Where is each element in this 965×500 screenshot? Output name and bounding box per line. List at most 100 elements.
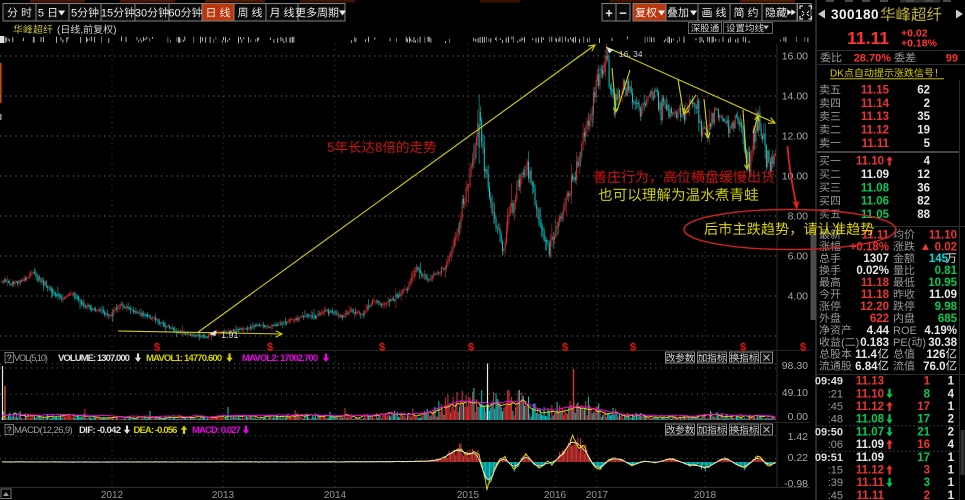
svg-text:-0.98: -0.98 (784, 478, 808, 490)
svg-text:VOL(5,10): VOL(5,10) (14, 353, 48, 363)
svg-text:6.84: 6.84 (855, 361, 878, 373)
svg-text::45: :45 (828, 490, 843, 500)
svg-text:1: 1 (948, 477, 955, 489)
svg-text:17: 17 (917, 414, 930, 426)
svg-text:ROE: ROE (893, 325, 917, 337)
svg-text:1: 1 (924, 376, 931, 388)
svg-text:2: 2 (948, 426, 954, 438)
svg-text::06: :06 (828, 439, 843, 451)
svg-text:11.4: 11.4 (855, 349, 877, 361)
svg-text:60: 60 (168, 8, 180, 20)
svg-text:): ) (856, 337, 860, 349)
svg-text:16.00: 16.00 (782, 51, 808, 63)
svg-text:$: $ (630, 342, 636, 354)
svg-text:4: 4 (948, 388, 955, 400)
svg-text:1: 1 (948, 452, 955, 464)
svg-text:+0.18%: +0.18% (901, 38, 938, 50)
svg-text::21: :21 (828, 388, 843, 400)
svg-text::48: :48 (828, 414, 843, 426)
svg-text:4.00: 4.00 (788, 291, 809, 303)
svg-text:17: 17 (917, 401, 930, 413)
svg-text:4: 4 (924, 156, 931, 168)
svg-text:11.13: 11.13 (861, 111, 889, 123)
svg-text:10.00: 10.00 (782, 171, 808, 183)
svg-text:11.09: 11.09 (929, 289, 957, 301)
svg-text:8: 8 (924, 388, 931, 400)
svg-text:15: 15 (101, 8, 113, 20)
svg-text:): ) (113, 25, 116, 36)
svg-text:35: 35 (917, 111, 930, 123)
svg-text:$: $ (154, 342, 160, 354)
svg-text::45: :45 (828, 401, 843, 413)
svg-text:5: 5 (38, 8, 44, 20)
svg-text:VOLUME: 1307.000: VOLUME: 1307.000 (58, 353, 130, 364)
svg-text:12.20: 12.20 (860, 301, 889, 313)
svg-text:(: ( (57, 25, 61, 36)
svg-text:11.09: 11.09 (861, 169, 889, 181)
svg-text:19: 19 (917, 125, 930, 137)
svg-text:1: 1 (948, 401, 955, 413)
svg-text:8: 8 (375, 140, 383, 155)
svg-text:82: 82 (917, 196, 930, 208)
svg-text:99: 99 (946, 53, 958, 65)
svg-text:+: + (605, 6, 613, 21)
svg-text:1: 1 (948, 465, 955, 477)
svg-text:16: 16 (917, 439, 930, 451)
svg-text:$: $ (740, 342, 746, 354)
svg-text:6.00: 6.00 (788, 251, 809, 263)
svg-text:1307: 1307 (863, 253, 889, 265)
svg-text:11.10: 11.10 (929, 229, 957, 241)
svg-text:2: 2 (948, 414, 954, 426)
svg-text:PE(: PE( (893, 337, 912, 349)
svg-text:11.11: 11.11 (856, 490, 884, 500)
svg-text:11.08: 11.08 (861, 182, 890, 194)
svg-text:28.70%: 28.70% (854, 53, 892, 65)
svg-text:49.10: 49.10 (782, 387, 808, 399)
svg-text::39: :39 (828, 477, 843, 489)
svg-text:2016: 2016 (544, 490, 567, 500)
svg-text:9.98: 9.98 (935, 301, 958, 313)
svg-text:5: 5 (71, 8, 77, 20)
svg-text:10.95: 10.95 (928, 277, 957, 289)
svg-text:36: 36 (917, 182, 930, 194)
svg-text:11.11: 11.11 (856, 477, 884, 489)
svg-text:DK: DK (830, 69, 844, 80)
svg-text:17: 17 (917, 452, 930, 464)
svg-text:11.05: 11.05 (861, 209, 890, 221)
svg-text:622: 622 (870, 313, 889, 325)
svg-text:300180: 300180 (831, 7, 879, 22)
svg-text:11.12: 11.12 (856, 465, 884, 477)
svg-text:11.10: 11.10 (856, 156, 884, 168)
svg-text:MAVOL2: 17002.700: MAVOL2: 17002.700 (242, 353, 318, 364)
svg-text:30: 30 (135, 8, 147, 20)
svg-text:MAVOL1: 14770.600: MAVOL1: 14770.600 (146, 353, 222, 364)
svg-text:1: 1 (948, 490, 955, 500)
svg-text:11.15: 11.15 (861, 85, 890, 97)
svg-text:11.07: 11.07 (856, 426, 884, 438)
svg-text:30.38: 30.38 (928, 337, 957, 349)
svg-text:4: 4 (948, 439, 955, 451)
svg-text:09:51: 09:51 (815, 452, 843, 464)
svg-text:1.42: 1.42 (788, 431, 809, 443)
svg-text:4.44: 4.44 (867, 325, 890, 337)
svg-text:11.09: 11.09 (856, 439, 884, 451)
svg-text:685: 685 (938, 313, 958, 325)
svg-text:,: , (80, 25, 83, 36)
svg-text:+0.02: +0.02 (901, 28, 928, 40)
svg-text:11.11: 11.11 (847, 28, 889, 48)
svg-text:126: 126 (926, 349, 945, 361)
svg-text:$: $ (267, 342, 273, 354)
svg-text:21: 21 (917, 426, 930, 438)
svg-text:11.14: 11.14 (861, 98, 890, 110)
svg-text:2: 2 (924, 490, 930, 500)
svg-text:5: 5 (924, 138, 931, 150)
svg-text:$: $ (468, 342, 474, 354)
svg-text:?: ? (7, 353, 12, 363)
svg-text:MACD(12,26,9): MACD(12,26,9) (14, 425, 73, 436)
svg-text:11.09: 11.09 (856, 452, 884, 464)
svg-text:09:49: 09:49 (815, 376, 843, 388)
svg-text:11.13: 11.13 (856, 376, 884, 388)
svg-text:0.00: 0.00 (788, 411, 809, 423)
svg-text:?: ? (7, 425, 12, 435)
svg-text:2014: 2014 (324, 490, 347, 500)
